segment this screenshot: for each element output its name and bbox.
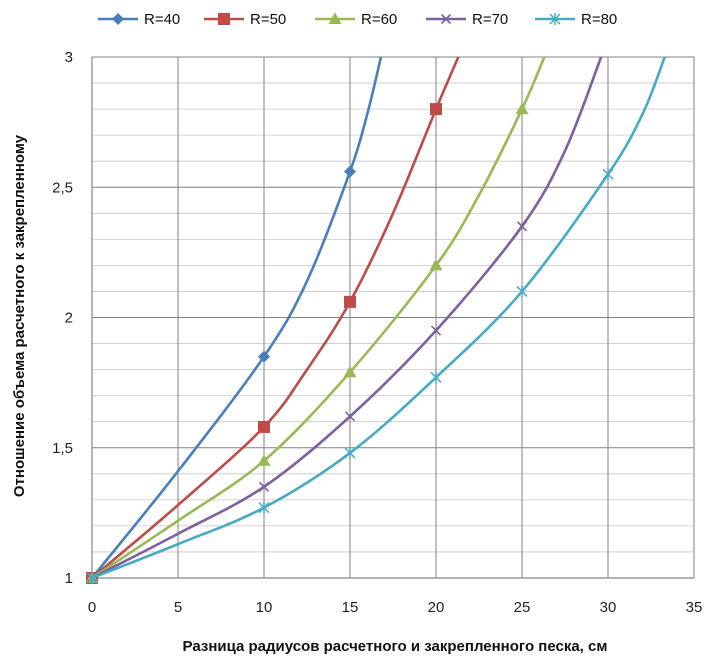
data-point-r-80 <box>258 501 270 514</box>
data-point-r-60 <box>429 258 443 271</box>
x-tick-label: 20 <box>428 599 445 616</box>
x-tick-label: 5 <box>174 599 182 616</box>
data-point-r-80 <box>86 572 98 584</box>
series-line-r-50 <box>92 56 460 579</box>
x-axis-title: Разница радиусов расчетного и закрепленн… <box>183 638 608 655</box>
y-tick-label: 1 <box>65 570 73 587</box>
data-point-r-80 <box>516 285 528 298</box>
legend-marker <box>218 13 230 25</box>
data-point-r-70 <box>258 481 270 492</box>
legend-marker <box>440 13 452 25</box>
legend-item-r-70: R=70 <box>426 11 508 28</box>
series-layer <box>85 56 666 584</box>
series-r-60 <box>85 56 546 583</box>
y-axis-title: Отношение объема расчетного к закрепленн… <box>11 134 28 497</box>
series-line-r-40 <box>92 56 383 579</box>
legend-marker <box>112 13 124 25</box>
y-tick-label: 2 <box>65 310 73 327</box>
data-point-r-80 <box>602 168 614 181</box>
legend-item-r-80: R=80 <box>535 11 617 28</box>
x-tick-label: 15 <box>342 599 359 616</box>
legend-marker <box>549 13 561 25</box>
legend-label: R=60 <box>361 11 397 28</box>
data-point-r-70 <box>430 325 442 336</box>
legend-label: R=70 <box>472 11 508 28</box>
series-r-50 <box>86 56 460 584</box>
data-point-r-40 <box>344 165 356 178</box>
data-point-r-70 <box>344 411 356 422</box>
x-tick-label: 35 <box>686 599 703 616</box>
y-tick-label: 2,5 <box>52 179 73 196</box>
legend: R=40 R=50 R=60 R=70 R=80 <box>98 11 617 28</box>
legend-label: R=50 <box>250 11 286 28</box>
legend-item-r-60: R=60 <box>315 11 397 28</box>
x-tick-label: 25 <box>514 599 531 616</box>
y-tick-label: 3 <box>65 49 73 66</box>
legend-item-r-50: R=50 <box>204 11 286 28</box>
series-line-r-70 <box>92 56 603 579</box>
axes <box>91 57 694 579</box>
data-point-r-60 <box>257 454 271 466</box>
legend-marker <box>328 12 342 24</box>
legend-label: R=40 <box>144 11 180 28</box>
x-tick-label: 0 <box>88 599 96 616</box>
x-tick-label: 10 <box>256 599 273 616</box>
data-point-r-80 <box>344 446 356 459</box>
x-tick-label: 30 <box>600 599 617 616</box>
series-r-80 <box>86 56 666 584</box>
y-tick-label: 1,5 <box>52 440 73 457</box>
data-point-r-50 <box>430 103 442 116</box>
legend-item-r-40: R=40 <box>98 11 180 28</box>
series-line-r-60 <box>92 56 546 579</box>
data-point-r-70 <box>516 221 528 232</box>
series-r-70 <box>86 56 603 584</box>
tick-labels: 0 5 10 15 20 25 30 35 1 1,5 2 2,5 3 <box>52 49 702 616</box>
data-point-r-50 <box>258 420 270 433</box>
data-point-r-40 <box>258 350 270 363</box>
data-point-r-80 <box>430 371 442 384</box>
data-point-r-60 <box>515 102 529 115</box>
legend-label: R=80 <box>581 11 617 28</box>
data-point-r-60 <box>343 365 357 378</box>
data-point-r-50 <box>344 295 356 308</box>
